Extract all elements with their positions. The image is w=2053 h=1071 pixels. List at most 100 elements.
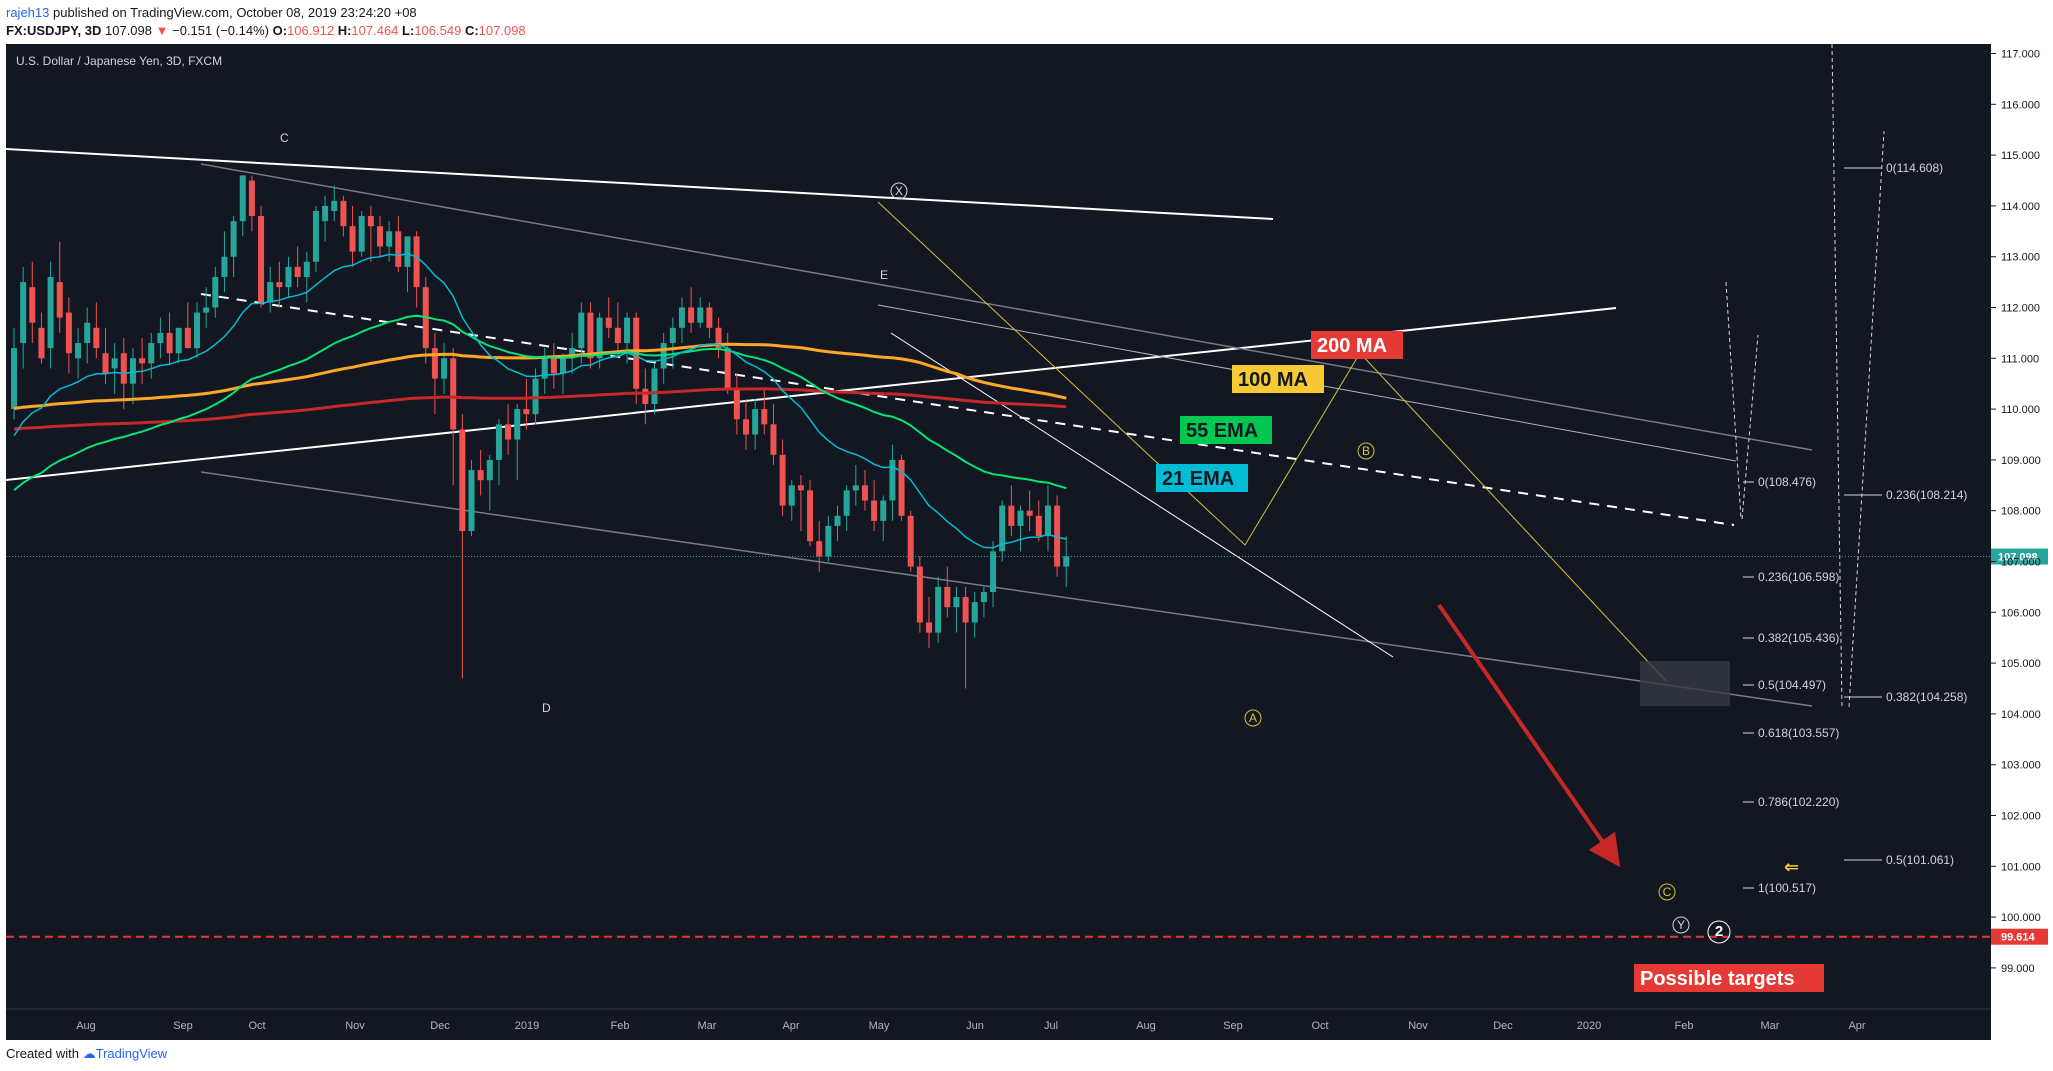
y-tick-label: 115.000 [2001, 150, 2040, 162]
target-zone-box [1640, 661, 1730, 706]
wave-c-label: C [280, 131, 289, 145]
author-link[interactable]: rajeh13 [6, 5, 50, 20]
x-tick-label: Oct [1311, 1020, 1328, 1032]
x-tick-label: Mar [698, 1020, 717, 1032]
yellow-left-arrow-icon: ⇐ [1784, 857, 1799, 878]
y-tick-label: 102.000 [2001, 811, 2041, 823]
x-tick-label: 2020 [1577, 1020, 1601, 1032]
wave-y-circle-ring [1672, 916, 1690, 934]
candle-body [523, 409, 530, 415]
target-level-label: 99.614 [2001, 932, 2036, 944]
candle-body [1008, 505, 1015, 526]
wave-2-circle-ring [1707, 920, 1731, 944]
candle-body [651, 368, 658, 405]
x-tick-label: Nov [1408, 1020, 1428, 1032]
candle-body [358, 216, 365, 252]
wedge-lower-line [890, 332, 1394, 658]
fib-right-label: 0.382(104.258) [1886, 690, 1967, 704]
fib-left-label: 0.786(102.220) [1758, 795, 1839, 809]
candle-body [587, 312, 594, 359]
candle-body [505, 424, 512, 440]
upper-trendline [6, 148, 1274, 220]
wave-c2-circle-ring [1658, 883, 1676, 901]
wave-a-circle-ring [1244, 709, 1262, 727]
x-tick-label: Dec [1493, 1020, 1513, 1032]
candle-body [980, 591, 987, 603]
last-price-label: 107.098 [1998, 552, 2038, 564]
y-tick-label: 105.000 [2001, 658, 2041, 670]
ma200-label: 200 MA [1317, 335, 1387, 357]
candle-body [642, 388, 649, 405]
candle-body [871, 500, 878, 521]
candle-body [486, 459, 493, 481]
candle-body [322, 205, 329, 222]
candle-body [258, 216, 265, 303]
candle-body [514, 409, 521, 440]
candle-body [550, 358, 557, 374]
candle-body [230, 221, 237, 257]
ema21-label: 21 EMA [1162, 468, 1234, 490]
candle-body [38, 327, 45, 359]
candle-body [413, 236, 420, 288]
candle-body [816, 541, 823, 557]
tradingview-brand[interactable]: TradingView [95, 1046, 168, 1061]
high-value: 107.464 [351, 23, 399, 38]
candle-body [477, 470, 484, 481]
target-level-tag [1991, 928, 2048, 945]
candle-body [349, 226, 356, 252]
candle-body [386, 231, 393, 247]
candle-body [834, 515, 841, 526]
candle-body [340, 200, 347, 227]
down-arrow-icon: ▼ [155, 23, 169, 38]
candle-body [111, 358, 118, 369]
candle-body [377, 226, 383, 247]
ma100-label: 100 MA [1238, 369, 1308, 391]
x-tick-label: Oct [248, 1020, 265, 1032]
y-tick-label: 108.000 [2001, 506, 2041, 518]
candle-body [697, 307, 704, 323]
candle-body [75, 343, 82, 359]
chart-area[interactable]: 107.098 99.614 ⇐ 200 MA 100 MA 55 EMA 21 EMA Po… [6, 44, 2048, 1040]
candle-body [605, 317, 612, 328]
red-down-arrow-icon [1437, 603, 1621, 868]
candle-body [56, 282, 63, 318]
candle-body [29, 287, 36, 323]
price-axis[interactable] [1991, 44, 2048, 1040]
x-tick-label: Jul [1044, 1020, 1058, 1032]
candle-body [102, 353, 109, 374]
candle-body [898, 459, 905, 516]
candle-body [1054, 505, 1061, 567]
x-tick-label: Apr [782, 1020, 799, 1032]
candle-body [267, 282, 274, 303]
candle-body [166, 332, 173, 354]
open-label: O: [272, 23, 288, 38]
candle-body [861, 485, 868, 501]
candle-body [1063, 556, 1070, 567]
candle-body [743, 419, 749, 435]
wave-c2-circle: C [1663, 885, 1672, 899]
candle-body [450, 358, 457, 430]
time-axis[interactable] [6, 1009, 1991, 1040]
x-tick-label: Jun [966, 1020, 984, 1032]
candle-body [971, 602, 978, 623]
price-chart-svg[interactable]: 107.098 99.614 ⇐ 200 MA 100 MA 55 EMA 21 EMA Po… [6, 44, 2048, 1040]
candle-body [843, 490, 850, 516]
ma100-label-bg [1232, 365, 1324, 393]
ema55-line [13, 314, 1067, 491]
candle-body [596, 317, 603, 359]
wave-a-circle: A [1249, 711, 1257, 725]
tradingview-logo-icon[interactable]: ☁ [82, 1046, 96, 1061]
x-tick-label: Mar [1761, 1020, 1780, 1032]
ma200-line [13, 387, 1067, 431]
candle-body [148, 343, 155, 364]
publish-line: rajeh13 published on TradingView.com, Oc… [6, 4, 526, 22]
x-tick-label: May [869, 1020, 890, 1032]
candle-body [678, 307, 685, 328]
candle-body [239, 175, 246, 222]
y-axis-ticks: 99.000 100.000 101.000 102.000 103.000 104.00… [1991, 49, 2041, 975]
candle-body [495, 424, 502, 460]
chart-footer: Created with ☁TradingView [6, 1045, 167, 1063]
candle-body [907, 515, 914, 567]
candle-body [129, 358, 136, 384]
candle-body [953, 597, 960, 608]
